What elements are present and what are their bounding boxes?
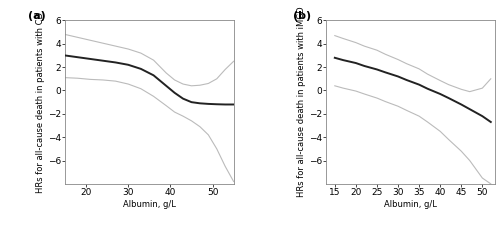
Text: (b): (b) xyxy=(292,11,311,21)
Text: (a): (a) xyxy=(28,11,46,21)
X-axis label: Albumin, g/L: Albumin, g/L xyxy=(123,200,176,209)
X-axis label: Albumin, g/L: Albumin, g/L xyxy=(384,200,437,209)
Y-axis label: HRs for all-cause death in patients with CD: HRs for all-cause death in patients with… xyxy=(36,12,45,193)
Y-axis label: HRs for all-cause death in patients with iMCD: HRs for all-cause death in patients with… xyxy=(297,7,306,197)
